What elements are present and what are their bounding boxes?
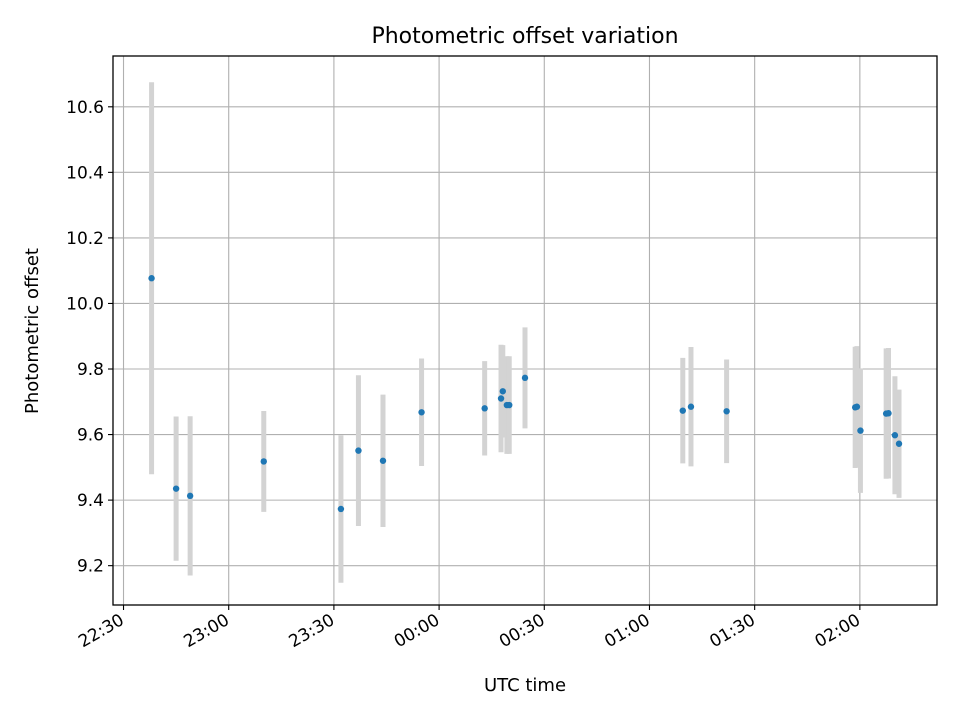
y-tick-label: 10.2 — [66, 229, 104, 249]
data-point — [679, 407, 686, 414]
x-tick-label: 23:00 — [180, 610, 232, 652]
x-tick-label: 00:00 — [391, 610, 443, 652]
data-point — [418, 409, 425, 416]
data-point — [506, 401, 513, 409]
y-axis-label: Photometric offset — [22, 248, 43, 414]
data-point — [723, 408, 730, 415]
error-bars — [149, 82, 902, 583]
data-point — [687, 403, 695, 410]
data-point — [172, 485, 180, 492]
x-tick-label: 02:00 — [812, 610, 864, 652]
data-point — [895, 440, 903, 447]
y-tick-label: 9.6 — [77, 426, 104, 446]
chart-title: Photometric offset variation — [371, 24, 678, 49]
data-point — [857, 427, 864, 434]
y-axis-ticks: 9.2 9.4 9.6 9.8 10.0 10.2 10.4 10.6 — [66, 98, 113, 577]
x-tick-label: 01:00 — [601, 610, 653, 652]
data-point — [337, 505, 345, 513]
x-tick-label: 22:30 — [75, 610, 127, 652]
data-point — [379, 457, 387, 464]
y-tick-label: 10.6 — [66, 98, 104, 118]
data-point — [355, 447, 362, 454]
x-tick-label: 23:30 — [286, 610, 338, 652]
data-point — [497, 395, 505, 402]
x-tick-label: 01:30 — [706, 610, 758, 652]
x-axis-ticks: 22:30 23:00 23:30 00:00 00:30 01:00 01:30 02:00 — [75, 605, 864, 652]
data-point — [260, 458, 267, 465]
data-point — [853, 403, 861, 410]
data-point — [891, 432, 899, 439]
plot-frame — [112, 55, 938, 606]
data-point — [481, 405, 488, 412]
data-point — [499, 388, 506, 395]
y-tick-label: 10.0 — [66, 294, 104, 314]
grid-lines — [113, 56, 937, 605]
y-tick-label: 9.8 — [77, 360, 104, 380]
data-point — [885, 410, 892, 417]
data-point — [521, 374, 529, 382]
data-point — [148, 275, 155, 282]
y-tick-label: 10.4 — [66, 163, 104, 183]
x-axis-label: UTC time — [484, 675, 566, 696]
data-points — [148, 275, 903, 513]
x-tick-label: 00:30 — [496, 610, 548, 652]
data-point — [186, 492, 194, 500]
y-tick-label: 9.4 — [77, 491, 104, 511]
y-tick-label: 9.2 — [77, 557, 104, 577]
